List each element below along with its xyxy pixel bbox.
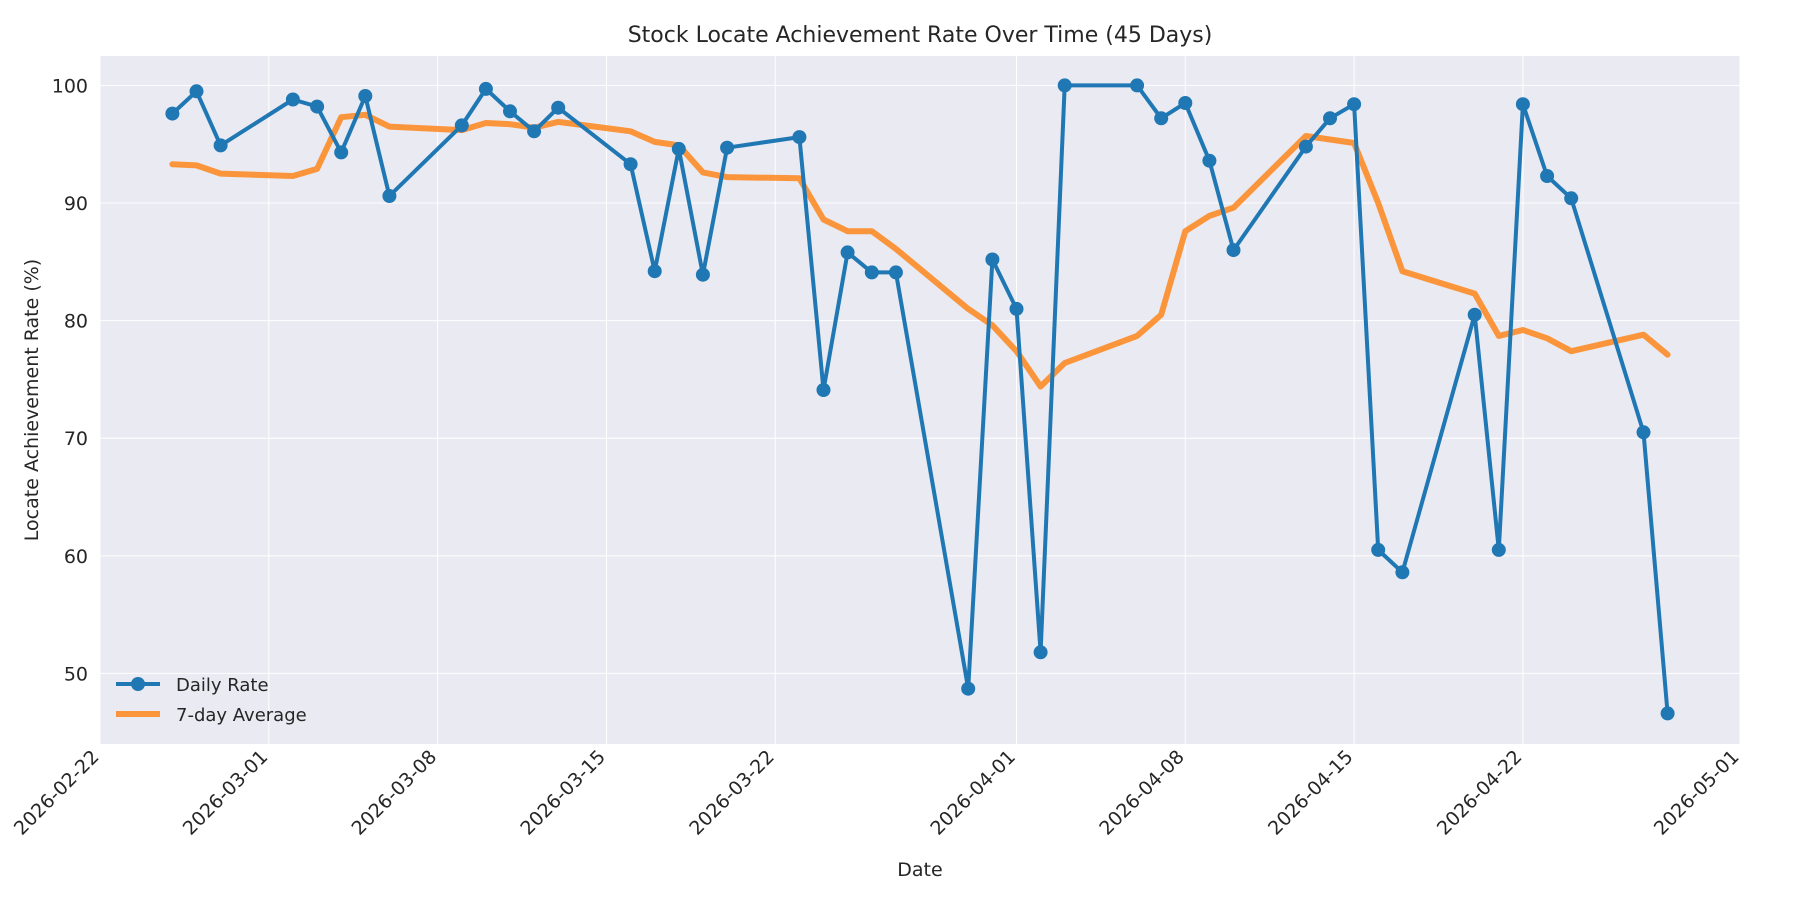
data-point	[334, 145, 349, 160]
data-point	[1636, 425, 1651, 440]
data-point	[551, 100, 566, 115]
data-point	[285, 92, 300, 107]
data-point	[864, 265, 879, 280]
series-layer	[165, 78, 1675, 721]
x-tick-label-2026-03-15: 2026-03-15	[516, 746, 610, 840]
chart-title: Stock Locate Achievement Rate Over Time …	[628, 23, 1213, 48]
series-line-7-day-average	[169, 111, 1671, 390]
x-tick-label-2026-03-08: 2026-03-08	[348, 746, 442, 840]
data-point	[527, 124, 542, 139]
series-7-day-average	[169, 111, 1671, 390]
data-point	[213, 138, 228, 153]
y-axis-label: Locate Achievement Rate (%)	[21, 259, 43, 541]
data-point	[1564, 191, 1579, 206]
data-point	[1226, 243, 1241, 258]
series-daily-rate	[165, 78, 1675, 721]
y-tick-label-80: 80	[64, 311, 88, 333]
data-point	[985, 252, 1000, 267]
data-point	[1130, 78, 1145, 93]
data-point	[671, 141, 686, 156]
x-tick-label-2026-04-01: 2026-04-01	[926, 746, 1020, 840]
data-point	[1540, 169, 1555, 183]
data-point	[816, 383, 831, 397]
data-point	[1178, 96, 1193, 110]
data-point	[1033, 645, 1048, 660]
data-point	[358, 89, 373, 103]
data-point	[478, 81, 493, 96]
legend-7-day-average-label: 7-day Average	[176, 705, 307, 726]
data-point	[1057, 78, 1072, 93]
data-point	[888, 265, 903, 280]
data-point	[1491, 542, 1506, 557]
x-tick-label-2026-05-01: 2026-05-01	[1650, 746, 1744, 840]
x-tick-label-2026-04-08: 2026-04-08	[1095, 746, 1189, 840]
data-point	[623, 157, 638, 172]
legend-daily-rate-label: Daily Rate	[176, 675, 269, 696]
legend-daily-rate-marker	[131, 677, 145, 691]
data-point	[1395, 565, 1410, 580]
data-point	[961, 681, 976, 696]
x-tick-label-2026-03-22: 2026-03-22	[685, 746, 779, 840]
data-point	[695, 267, 710, 282]
x-tick-label-2026-02-22: 2026-02-22	[10, 746, 104, 840]
data-point	[1467, 307, 1482, 322]
y-tick-label-90: 90	[64, 193, 88, 215]
data-point	[1347, 97, 1362, 112]
y-tick-label-60: 60	[64, 546, 88, 568]
data-point	[454, 118, 469, 133]
y-tick-label-50: 50	[64, 663, 88, 685]
data-point	[503, 104, 517, 119]
data-point	[1009, 301, 1024, 316]
data-point	[1323, 111, 1337, 126]
x-tick-label-2026-04-15: 2026-04-15	[1264, 746, 1358, 840]
y-tick-label-100: 100	[52, 75, 88, 97]
data-point	[1154, 111, 1169, 126]
x-tick-label-2026-04-22: 2026-04-22	[1433, 746, 1527, 840]
x-tick-label-2026-03-01: 2026-03-01	[179, 746, 273, 840]
data-point	[792, 130, 807, 145]
data-point	[1371, 542, 1386, 557]
data-point	[1202, 153, 1217, 168]
data-point	[310, 99, 325, 114]
data-point	[189, 84, 204, 99]
x-axis-label: Date	[897, 859, 942, 881]
data-point	[647, 264, 662, 279]
data-point	[1515, 97, 1530, 112]
legend: Daily Rate 7-day Average	[116, 675, 307, 726]
data-point	[165, 106, 180, 121]
data-point	[1660, 706, 1675, 721]
data-point	[720, 140, 735, 155]
grid	[99, 56, 1741, 744]
y-tick-label-70: 70	[64, 428, 88, 450]
data-point	[382, 189, 397, 203]
data-point	[840, 245, 855, 260]
data-point	[1298, 139, 1313, 154]
